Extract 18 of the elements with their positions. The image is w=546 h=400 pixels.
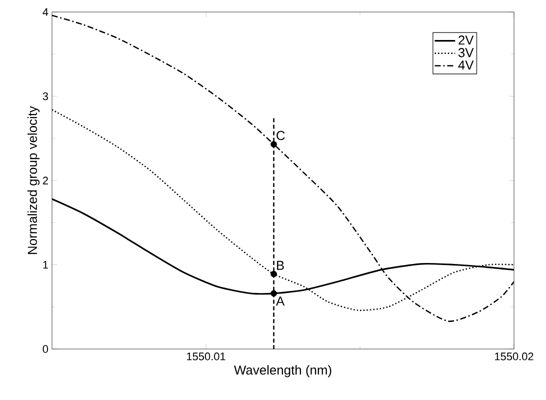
y-tick-label: 3 (42, 92, 48, 100)
point (270, 141, 277, 148)
y-tick-label: 1 (43, 260, 48, 269)
x-tick-label: 1550.02 (495, 352, 534, 360)
y-tick-label: 4 (42, 8, 48, 16)
y-tick-label: 0 (42, 345, 48, 353)
legend-label: 4V (458, 60, 474, 70)
x-axis-title: Wavelength (nm) (234, 365, 332, 378)
legend-label: 3V (458, 48, 474, 58)
y-tick-label: 2 (42, 176, 48, 184)
x-tick-label: 1550.01 (187, 352, 226, 360)
point (270, 290, 277, 297)
annotation: B (277, 260, 284, 270)
y-axis-title: Normalized group velocity (27, 106, 40, 254)
point (270, 270, 277, 278)
annotation: A (276, 296, 285, 306)
legend-label: 2V (458, 36, 474, 45)
annotation: C (276, 130, 285, 140)
